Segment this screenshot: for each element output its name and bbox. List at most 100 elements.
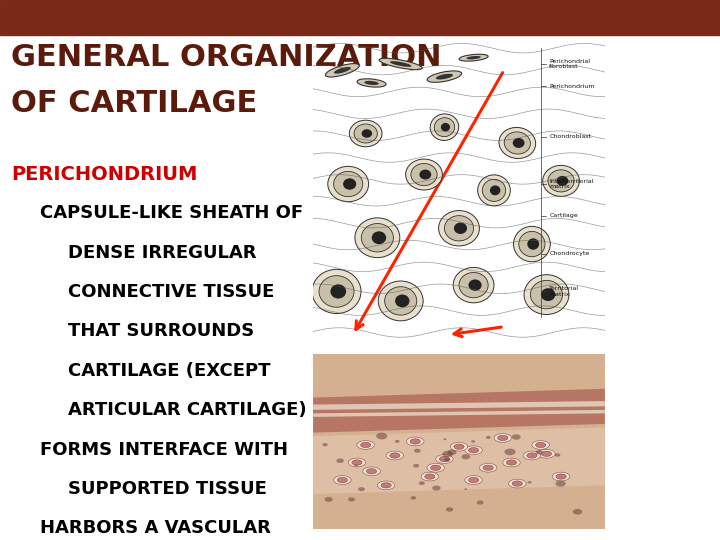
Ellipse shape (444, 215, 474, 241)
Ellipse shape (420, 170, 431, 179)
Ellipse shape (357, 441, 374, 449)
Circle shape (442, 451, 453, 457)
Text: Territorial
matrix: Territorial matrix (549, 286, 580, 297)
Circle shape (410, 496, 416, 500)
Ellipse shape (504, 132, 531, 154)
Ellipse shape (503, 458, 521, 467)
Circle shape (419, 481, 425, 485)
Ellipse shape (390, 453, 400, 458)
Ellipse shape (372, 231, 386, 244)
Ellipse shape (465, 446, 482, 455)
Ellipse shape (483, 465, 493, 470)
Ellipse shape (467, 56, 481, 59)
Ellipse shape (430, 114, 459, 140)
Ellipse shape (337, 477, 348, 483)
Ellipse shape (354, 124, 377, 143)
Ellipse shape (519, 232, 545, 256)
Ellipse shape (508, 479, 526, 488)
Ellipse shape (548, 170, 574, 192)
Ellipse shape (454, 222, 467, 234)
Ellipse shape (386, 451, 404, 460)
Ellipse shape (328, 166, 369, 202)
Text: Interterritorial
matrix: Interterritorial matrix (549, 179, 594, 190)
Ellipse shape (541, 451, 552, 456)
Ellipse shape (506, 460, 516, 465)
Polygon shape (313, 401, 605, 410)
Circle shape (505, 449, 516, 455)
Circle shape (325, 497, 333, 502)
Ellipse shape (378, 281, 423, 321)
Circle shape (413, 464, 419, 468)
Circle shape (395, 440, 400, 443)
Ellipse shape (361, 129, 372, 138)
Polygon shape (313, 428, 605, 494)
Ellipse shape (366, 469, 377, 474)
Ellipse shape (480, 463, 497, 472)
Ellipse shape (434, 118, 454, 137)
Ellipse shape (524, 275, 569, 314)
Ellipse shape (459, 54, 488, 61)
Ellipse shape (377, 481, 395, 490)
Ellipse shape (330, 285, 346, 299)
Ellipse shape (538, 449, 555, 458)
Ellipse shape (319, 275, 354, 307)
Ellipse shape (361, 442, 371, 448)
Ellipse shape (343, 178, 356, 190)
Circle shape (447, 449, 456, 455)
Ellipse shape (531, 280, 562, 309)
Text: FORMS INTERFACE WITH: FORMS INTERFACE WITH (40, 441, 287, 458)
Ellipse shape (441, 123, 450, 131)
Ellipse shape (411, 164, 437, 186)
Ellipse shape (410, 439, 420, 444)
Ellipse shape (333, 476, 351, 484)
Text: CAPSULE-LIKE SHEATH OF: CAPSULE-LIKE SHEATH OF (40, 204, 302, 222)
Text: Chondroblast: Chondroblast (549, 134, 591, 139)
Ellipse shape (465, 476, 482, 484)
Ellipse shape (364, 81, 379, 85)
Circle shape (573, 509, 582, 515)
Ellipse shape (405, 159, 442, 190)
Ellipse shape (312, 269, 361, 314)
Circle shape (536, 450, 543, 455)
Text: SUPPORTED TISSUE: SUPPORTED TISSUE (68, 480, 267, 498)
Ellipse shape (436, 455, 453, 463)
Ellipse shape (490, 185, 500, 195)
Ellipse shape (355, 218, 400, 258)
Circle shape (528, 481, 531, 483)
Ellipse shape (361, 224, 393, 252)
Text: HARBORS A VASCULAR: HARBORS A VASCULAR (40, 519, 271, 537)
Circle shape (462, 454, 470, 460)
Ellipse shape (459, 273, 488, 298)
Text: GENERAL ORGANIZATION: GENERAL ORGANIZATION (11, 43, 441, 72)
Ellipse shape (421, 472, 438, 481)
Circle shape (555, 481, 566, 487)
Text: THAT SURROUNDS: THAT SURROUNDS (68, 322, 255, 340)
Circle shape (471, 440, 475, 443)
Ellipse shape (469, 477, 479, 483)
Ellipse shape (384, 287, 417, 315)
Ellipse shape (523, 451, 541, 460)
Ellipse shape (427, 463, 444, 472)
Circle shape (376, 433, 387, 440)
Circle shape (486, 436, 491, 439)
Ellipse shape (494, 434, 511, 442)
Ellipse shape (395, 294, 410, 307)
Circle shape (348, 497, 355, 502)
Ellipse shape (349, 120, 382, 147)
Circle shape (414, 449, 420, 453)
Circle shape (444, 438, 446, 440)
Ellipse shape (357, 79, 386, 87)
Ellipse shape (532, 441, 549, 449)
Ellipse shape (469, 448, 479, 453)
Ellipse shape (498, 435, 508, 441)
Ellipse shape (556, 474, 566, 479)
Ellipse shape (363, 467, 380, 476)
Text: CARTILAGE (EXCEPT: CARTILAGE (EXCEPT (68, 362, 271, 380)
Text: Perichondrium: Perichondrium (549, 84, 595, 89)
Ellipse shape (390, 61, 411, 67)
Ellipse shape (512, 481, 523, 486)
Polygon shape (313, 389, 605, 433)
Ellipse shape (352, 460, 362, 465)
Circle shape (358, 487, 365, 491)
Ellipse shape (438, 211, 480, 246)
